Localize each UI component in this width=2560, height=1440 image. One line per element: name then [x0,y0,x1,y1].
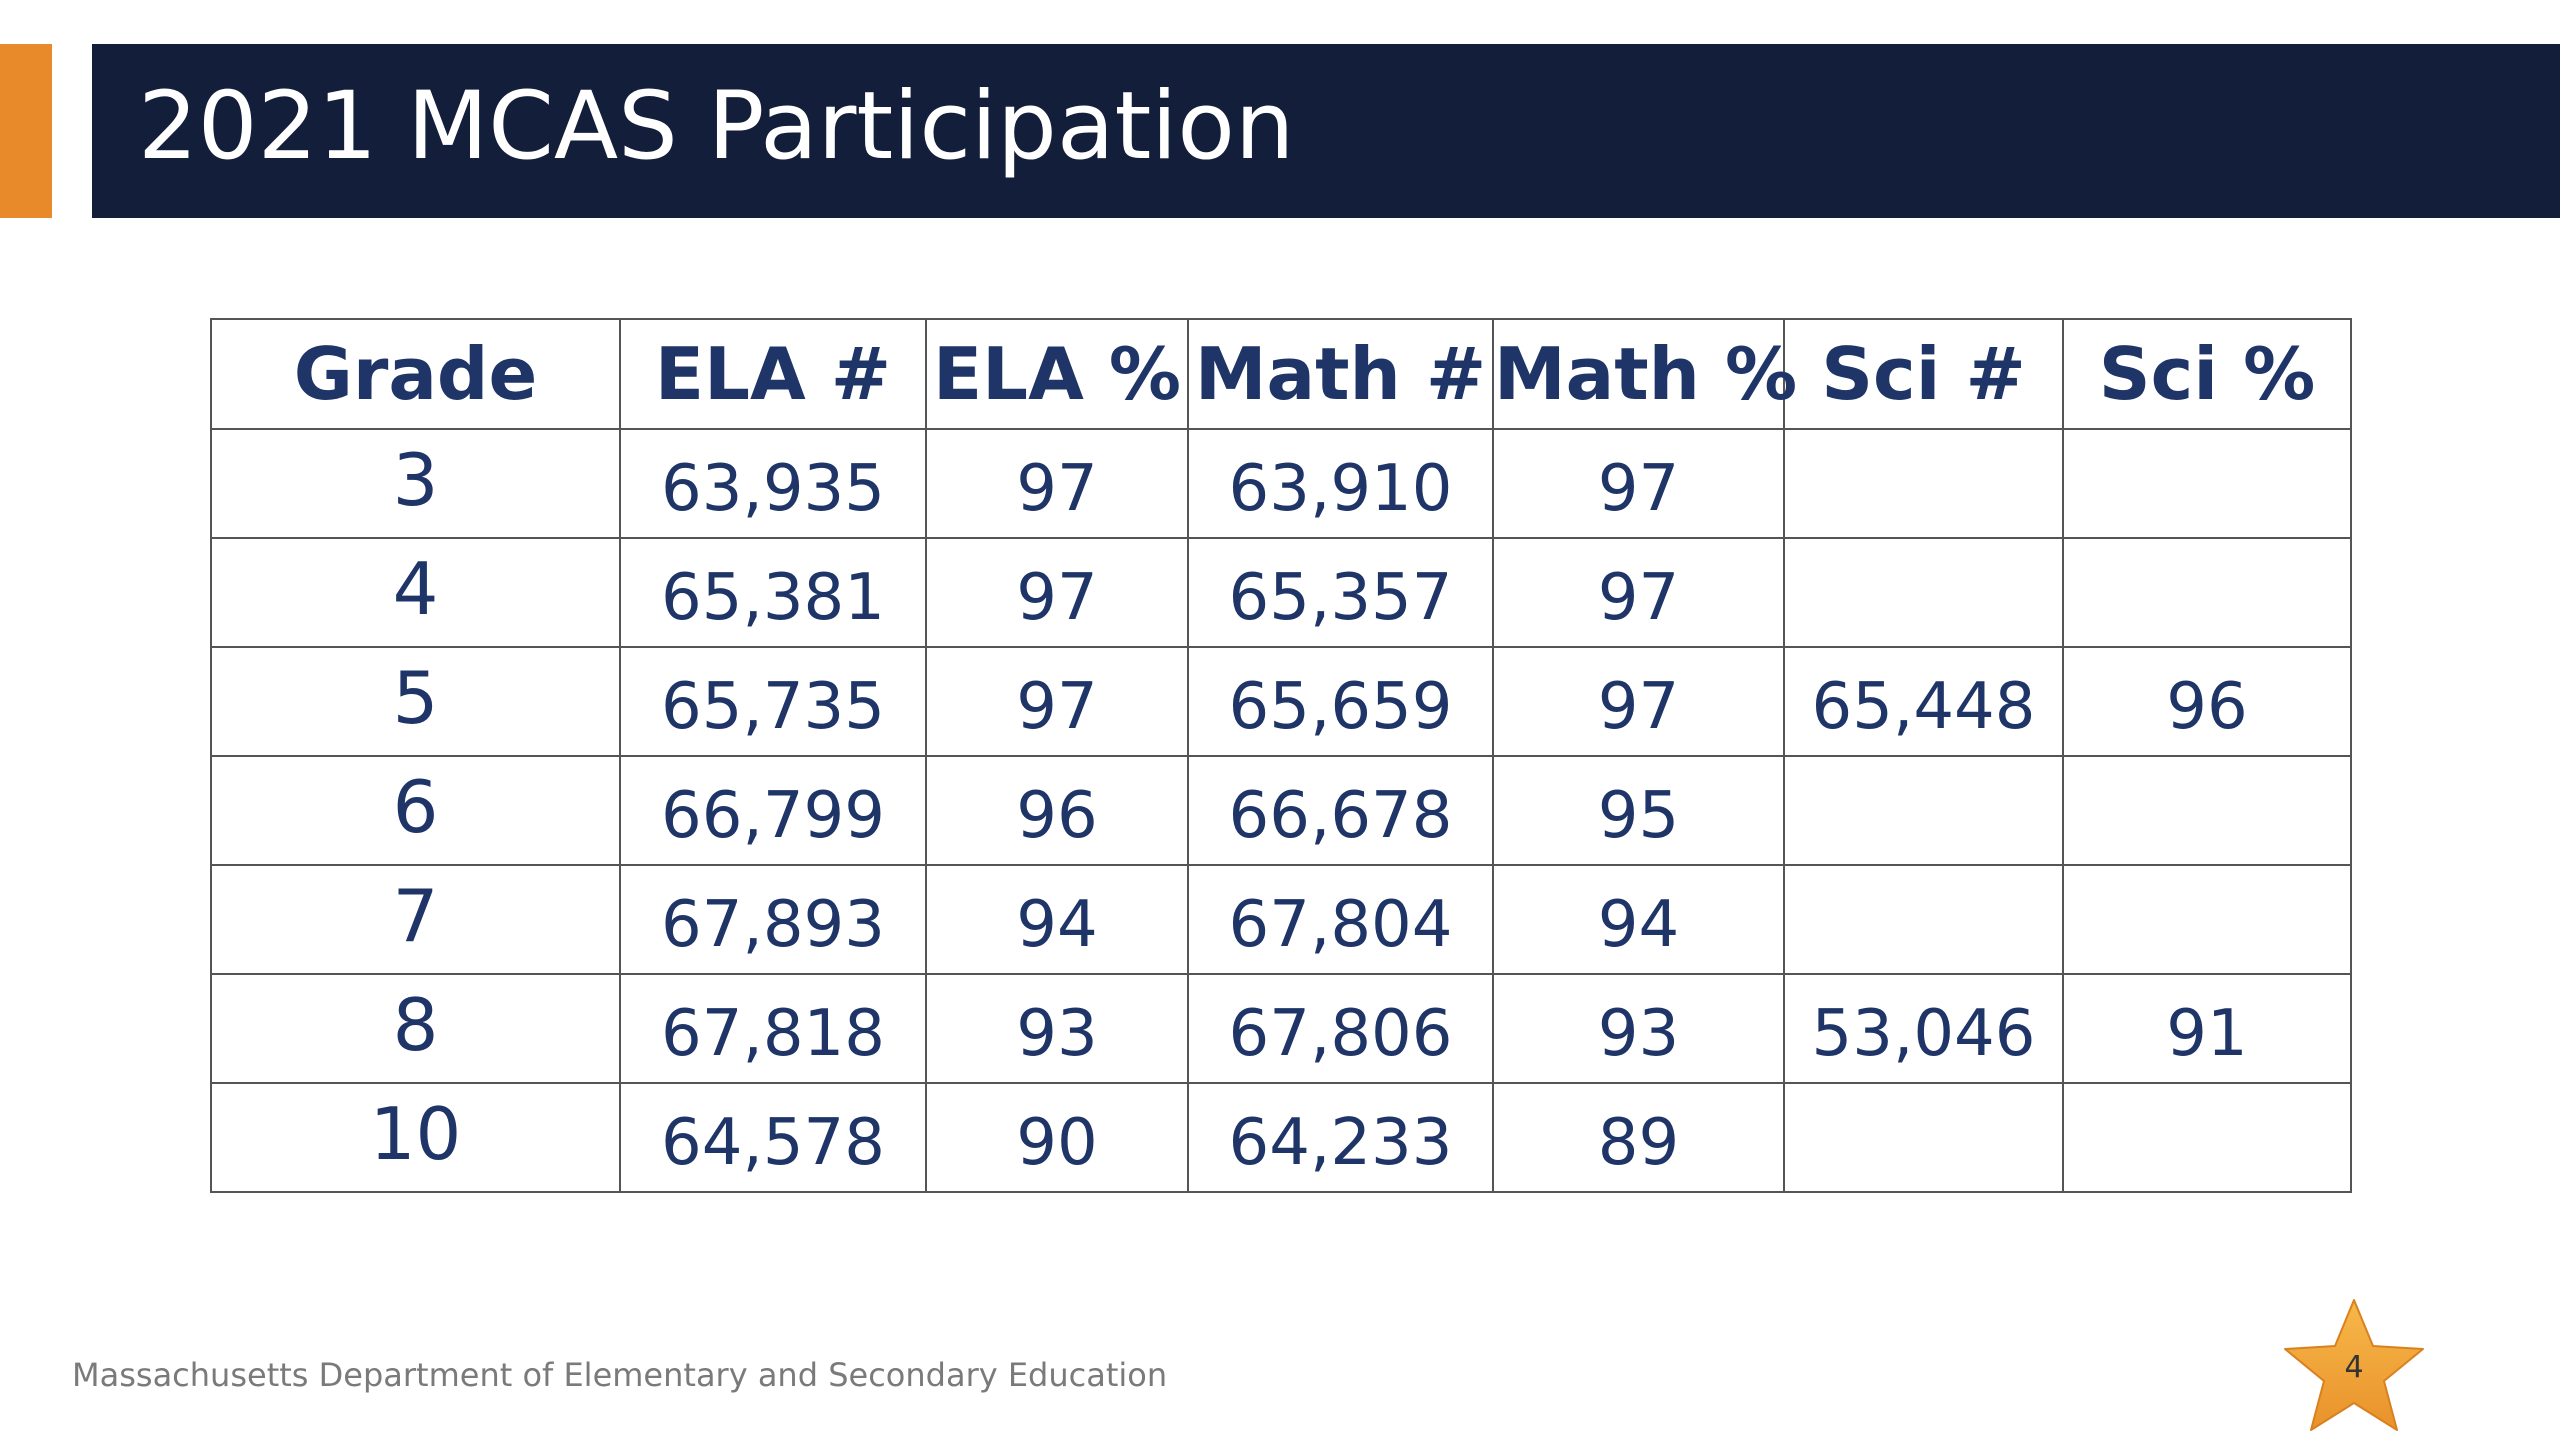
table-header-row: Grade ELA # ELA % Math # Math % Sci # Sc… [210,318,2352,430]
table-row: 10 64,578 90 64,233 89 [210,1082,2352,1193]
ela-count-cell: 65,381 [619,537,927,648]
sci-percent-cell: 96 [2062,646,2352,757]
sci-count-cell [1783,537,2064,648]
header-ela-percent: ELA % [925,318,1189,430]
star-icon [2284,1299,2424,1431]
ela-count-cell: 66,799 [619,755,927,866]
ela-count-cell: 67,818 [619,973,927,1084]
math-percent-cell: 97 [1492,428,1785,539]
math-percent-cell: 94 [1492,864,1785,975]
table-row: 8 67,818 93 67,806 93 53,046 91 [210,973,2352,1084]
sci-count-cell [1783,755,2064,866]
sci-count-cell [1783,1082,2064,1193]
ela-percent-cell: 93 [925,973,1189,1084]
math-count-cell: 65,357 [1187,537,1494,648]
grade-cell: 4 [210,537,621,648]
ela-percent-cell: 97 [925,646,1189,757]
math-count-cell: 67,806 [1187,973,1494,1084]
table-row: 5 65,735 97 65,659 97 65,448 96 [210,646,2352,757]
grade-cell: 6 [210,755,621,866]
grade-cell: 5 [210,646,621,757]
sci-percent-cell [2062,1082,2352,1193]
sci-percent-cell [2062,537,2352,648]
grade-cell: 8 [210,973,621,1084]
ela-percent-cell: 97 [925,537,1189,648]
header-math-percent: Math % [1492,318,1797,430]
sci-percent-cell [2062,864,2352,975]
grade-cell: 3 [210,428,621,539]
ela-count-cell: 67,893 [619,864,927,975]
table-row: 4 65,381 97 65,357 97 [210,537,2352,648]
participation-table: Grade ELA # ELA % Math # Math % Sci # Sc… [210,318,2352,1193]
math-percent-cell: 89 [1492,1082,1785,1193]
sci-count-cell: 53,046 [1783,973,2064,1084]
math-count-cell: 63,910 [1187,428,1494,539]
math-percent-cell: 95 [1492,755,1785,866]
ela-count-cell: 65,735 [619,646,927,757]
sci-count-cell: 65,448 [1783,646,2064,757]
page-badge: 4 [2280,1296,2428,1436]
sci-percent-cell: 91 [2062,973,2352,1084]
header-grade: Grade [210,318,621,430]
sci-percent-cell [2062,428,2352,539]
title-bar: 2021 MCAS Participation [92,44,2560,218]
header-sci-count: Sci # [1783,318,2064,430]
math-count-cell: 66,678 [1187,755,1494,866]
slide-title: 2021 MCAS Participation [138,72,1295,181]
table-row: 3 63,935 97 63,910 97 [210,428,2352,539]
title-accent-bar [0,44,52,218]
sci-count-cell [1783,428,2064,539]
math-percent-cell: 93 [1492,973,1785,1084]
sci-count-cell [1783,864,2064,975]
footer-organization: Massachusetts Department of Elementary a… [72,1356,1168,1394]
table-row: 7 67,893 94 67,804 94 [210,864,2352,975]
math-percent-cell: 97 [1492,646,1785,757]
sci-percent-cell [2062,755,2352,866]
ela-count-cell: 64,578 [619,1082,927,1193]
ela-percent-cell: 97 [925,428,1189,539]
ela-percent-cell: 90 [925,1082,1189,1193]
math-count-cell: 65,659 [1187,646,1494,757]
header-math-count: Math # [1187,318,1494,430]
grade-cell: 10 [210,1082,621,1193]
page-number: 4 [2344,1350,2364,1385]
table-row: 6 66,799 96 66,678 95 [210,755,2352,866]
math-percent-cell: 97 [1492,537,1785,648]
header-ela-count: ELA # [619,318,927,430]
ela-percent-cell: 94 [925,864,1189,975]
grade-cell: 7 [210,864,621,975]
header-sci-percent: Sci % [2062,318,2352,430]
ela-count-cell: 63,935 [619,428,927,539]
math-count-cell: 67,804 [1187,864,1494,975]
ela-percent-cell: 96 [925,755,1189,866]
math-count-cell: 64,233 [1187,1082,1494,1193]
